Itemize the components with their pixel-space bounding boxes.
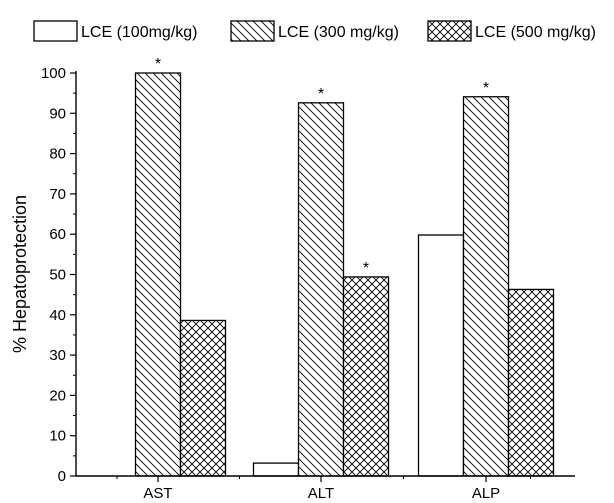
legend-item: LCE (100mg/kg) <box>33 20 198 42</box>
bar-alt-series-3 <box>342 276 390 477</box>
y-tick-label: 80 <box>49 146 66 163</box>
y-tick-label: 60 <box>49 226 66 243</box>
y-tick-label: 100 <box>41 65 66 82</box>
bar-alt-series-1 <box>252 462 300 477</box>
significance-marker: * <box>155 56 161 73</box>
significance-marker: * <box>363 260 369 277</box>
legend-item: LCE (300 mg/kg) <box>230 20 399 42</box>
y-tick-label: 30 <box>49 347 66 364</box>
bar-alp-series-2 <box>462 96 510 477</box>
bar-alp-series-3 <box>507 288 555 477</box>
legend: LCE (100mg/kg) LCE (300 mg/kg) LCE (500 mg… <box>33 20 596 42</box>
significance-marker: * <box>483 80 489 97</box>
plot-area: * * * * 0 10 20 30 40 50 60 70 80 90 100 AST ALT ALP <box>41 56 575 502</box>
legend-label: LCE (500 mg/kg) <box>475 24 596 41</box>
bar-ast-series-2 <box>134 72 182 477</box>
significance-marker: * <box>318 86 324 103</box>
y-tick-label: 50 <box>49 267 66 284</box>
x-tick-label: ALP <box>472 485 500 502</box>
y-tick-label: 0 <box>58 468 66 485</box>
legend-swatch <box>230 20 275 42</box>
x-tick-label: AST <box>143 485 172 502</box>
legend-label: LCE (300 mg/kg) <box>278 24 399 41</box>
legend-swatch <box>33 20 78 42</box>
y-tick-label: 40 <box>49 307 66 324</box>
y-axis-title: % Hepatoprotection <box>10 195 30 353</box>
y-tick-label: 70 <box>49 186 66 203</box>
x-tick-label: ALT <box>308 485 334 502</box>
legend-item: LCE (500 mg/kg) <box>427 20 596 42</box>
y-tick-label: 20 <box>49 387 66 404</box>
legend-label: LCE (100mg/kg) <box>81 24 198 41</box>
bar-alt-series-2 <box>297 102 345 477</box>
y-tick-label: 90 <box>49 105 66 122</box>
bar-ast-series-3 <box>179 319 227 477</box>
legend-swatch <box>427 20 472 42</box>
bar-alp-series-1 <box>417 234 465 477</box>
y-tick-label: 10 <box>49 428 66 445</box>
